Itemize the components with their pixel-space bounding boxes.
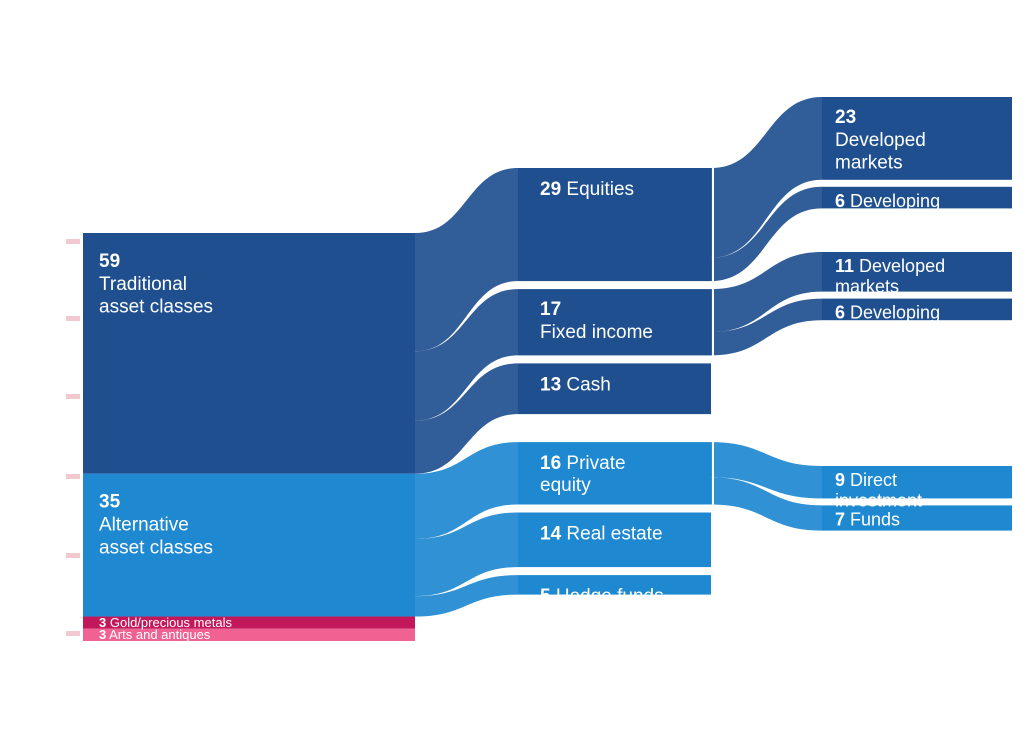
label-gold: 3 Gold/precious metals [99,615,232,630]
label-cash: 13 Cash [540,374,611,395]
flow-links [415,97,822,617]
label-hedge-funds: 5 Hedge funds [540,586,664,607]
link-traditional-to-equities [415,168,518,352]
label-pe-direct: 9 Direct investment [835,470,922,511]
label-real-estate: 14 Real estate [540,524,663,545]
link-traditional-to-fixed-income [415,289,518,421]
label-pe-funds: 7 Funds [835,509,900,529]
link-fixed-income-to-fi-developing [711,298,822,356]
node-arts [83,628,415,641]
node-alternative [83,473,415,617]
label-fi-developing: 6 Developing [835,303,940,323]
y-axis-tick [66,631,80,636]
label-eq-developed: 23 Developed markets [835,107,926,174]
node-fi-developing [822,298,1012,321]
link-alternative-to-hedge-funds [415,575,518,617]
node-cash [518,363,711,415]
link-equities-to-eq-developing [711,186,822,282]
node-fixed-income [518,289,711,356]
node-private-equity [518,442,711,505]
node-fi-developed [822,252,1012,292]
y-axis-tick [66,553,80,558]
allocation-labels: 59 Traditional asset classes 35 Alternative a… [99,107,945,642]
y-axis-tick [66,316,80,321]
label-fi-developed: 11 Developed markets [835,256,945,297]
y-axis-tick [66,394,80,399]
label-private-equity: 16 Private equity [540,453,626,496]
label-equities: 29 Equities [540,179,634,200]
y-axis-ticks [66,239,80,636]
node-gold [83,616,415,629]
link-equities-to-eq-developed [711,97,822,258]
allocation-nodes [83,97,1012,641]
link-alternative-to-private-equity [415,442,518,539]
node-traditional [83,233,415,474]
node-pe-funds [822,505,1012,531]
node-eq-developed [822,97,1012,180]
node-eq-developing [822,186,1012,209]
label-fixed-income: 17 Fixed income [540,299,653,343]
y-axis-tick [66,239,80,244]
link-traditional-to-cash [415,363,518,474]
node-equities [518,168,711,282]
link-private-equity-to-pe-funds [711,477,822,531]
link-alternative-to-real-estate [415,512,518,597]
node-pe-direct [822,466,1012,499]
label-arts: 3 Arts and antiques [99,627,211,642]
label-eq-developing: 6 Developing [835,191,940,211]
label-traditional: 59 Traditional asset classes [99,251,213,318]
label-alternative: 35 Alternative asset classes [99,492,213,559]
link-fixed-income-to-fi-developed [711,252,822,332]
node-hedge-funds [518,575,711,595]
link-private-equity-to-pe-direct [711,442,822,499]
y-axis-tick [66,474,80,479]
node-real-estate [518,512,711,568]
